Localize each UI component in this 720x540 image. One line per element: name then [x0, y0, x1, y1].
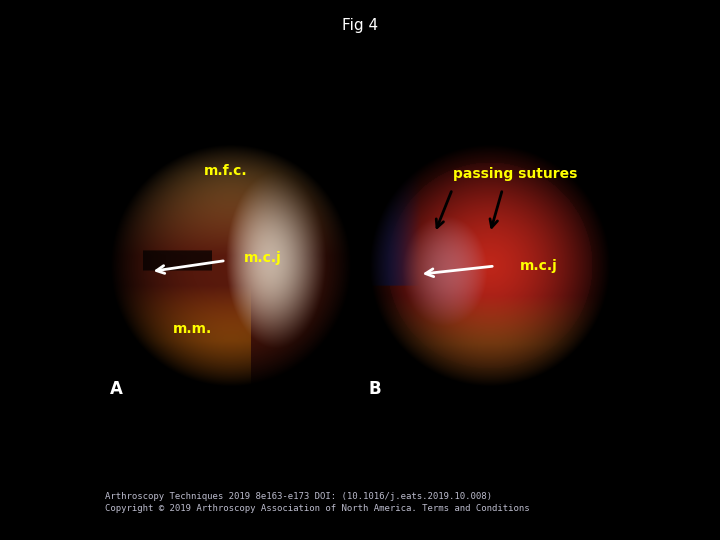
- Text: Copyright © 2019 Arthroscopy Association of North America. Terms and Conditions: Copyright © 2019 Arthroscopy Association…: [105, 504, 530, 513]
- Text: m.c.j: m.c.j: [243, 251, 282, 265]
- Text: B: B: [369, 380, 381, 397]
- Text: A: A: [109, 380, 122, 397]
- Text: Arthroscopy Techniques 2019 8e163-e173 DOI: (10.1016/j.eats.2019.10.008): Arthroscopy Techniques 2019 8e163-e173 D…: [105, 492, 492, 501]
- Text: passing sutures: passing sutures: [453, 167, 577, 181]
- Text: Fig 4: Fig 4: [342, 18, 378, 33]
- Text: m.c.j: m.c.j: [520, 259, 558, 273]
- Text: m.m.: m.m.: [174, 322, 212, 336]
- Text: m.f.c.: m.f.c.: [204, 164, 248, 178]
